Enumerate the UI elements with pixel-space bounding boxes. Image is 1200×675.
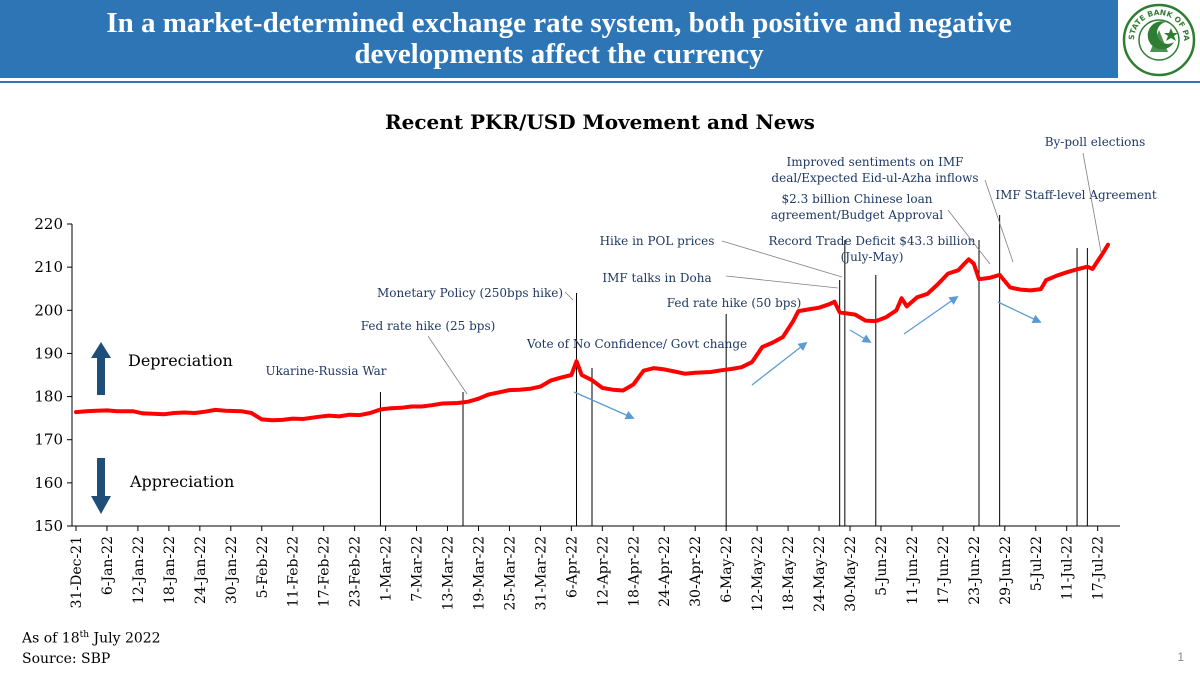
sbp-emblem-icon: STATE BANK OF PAKISTAN: [1115, 0, 1196, 77]
depreciation-label: Depreciation: [128, 351, 233, 370]
header-title-line2: developments affect the currency: [354, 38, 764, 70]
x-tick-label: 11-Jun-22: [905, 536, 921, 605]
annotation-label: Improved sentiments on IMF: [787, 155, 964, 169]
pkr-usd-series-line: [74, 242, 1110, 423]
x-tick-label: 12-Jan-22: [131, 536, 147, 604]
annotation-leader-line: [564, 291, 574, 301]
x-tick-label: 18-May-22: [781, 536, 797, 612]
as-of-prefix: As of 18: [22, 630, 80, 647]
annotation-label: Monetary Policy (250bps hike): [377, 286, 563, 300]
trend-arrow-icon: [903, 295, 959, 335]
y-tick-label: 160: [34, 474, 63, 492]
x-tick-label: 31-Mar-22: [533, 536, 549, 610]
y-tick-label: 180: [34, 388, 63, 406]
x-tick-label: 5-Feb-22: [255, 536, 271, 598]
trend-arrow-icon: [751, 341, 808, 386]
annotation-leader-line: [427, 335, 468, 395]
annotation-label: By-poll elections: [1045, 135, 1146, 149]
x-tick-label: 1-Mar-22: [379, 536, 395, 602]
header-title-line1: In a market-determined exchange rate sys…: [106, 7, 1012, 39]
y-tick-label: 220: [34, 215, 63, 233]
x-tick-label: 25-Mar-22: [502, 536, 518, 610]
annotation-label: IMF Staff-level Agreement: [995, 188, 1156, 202]
as-of-sup: th: [79, 630, 90, 640]
x-tick-label: 6-Apr-22: [564, 536, 580, 598]
x-tick-label: 17-Feb-22: [317, 536, 333, 607]
annotation-label: (July-May): [841, 250, 904, 264]
x-tick-label: 18-Apr-22: [626, 536, 642, 607]
annotation-label: IMF talks in Doha: [602, 271, 711, 285]
x-tick-label: 11-Feb-22: [286, 536, 302, 607]
x-tick-label: 30-May-22: [843, 536, 859, 612]
annotation-label: Record Trade Deficit $43.3 billion: [769, 234, 976, 248]
y-tick-label: 150: [34, 517, 63, 535]
x-tick-label: 24-Jan-22: [193, 536, 209, 604]
appreciation-label: Appreciation: [129, 472, 234, 491]
annotation-label: Vote of No Confidence/ Govt change: [526, 337, 747, 351]
x-tick-label: 24-Apr-22: [657, 536, 673, 607]
annotation-leader-line: [1082, 152, 1102, 253]
chart-title: Recent PKR/USD Movement and News: [385, 110, 815, 134]
as-of-suffix: July 2022: [89, 630, 161, 647]
as-of-note: As of 18th July 2022: [22, 630, 161, 647]
x-tick-label: 12-Apr-22: [595, 536, 611, 607]
x-tick-label: 30-Jan-22: [224, 536, 240, 604]
x-tick-label: 19-Mar-22: [471, 536, 487, 610]
depreciation-arrow-icon: [91, 342, 111, 395]
annotation-label: Fed rate hike (25 bps): [361, 319, 496, 333]
annotation-leader-line: [721, 240, 843, 278]
appreciation-arrow-icon: [91, 458, 111, 514]
y-tick-label: 190: [34, 344, 63, 362]
x-tick-label: 6-Jan-22: [100, 536, 116, 595]
x-tick-label: 30-Apr-22: [688, 536, 704, 607]
x-tick-label: 5-Jun-22: [874, 536, 890, 596]
y-tick-label: 200: [34, 301, 63, 319]
x-tick-label: 17-Jun-22: [936, 536, 952, 605]
sbp-logo: STATE BANK OF PAKISTAN: [1115, 0, 1200, 78]
annotation-label: Hike in POL prices: [600, 234, 715, 248]
annotation-leader-line: [947, 209, 991, 265]
x-tick-label: 17-Jul-22: [1091, 536, 1107, 600]
x-tick-label: 23-Jun-22: [967, 536, 983, 605]
y-tick-label: 210: [34, 258, 63, 276]
x-tick-label: 24-May-22: [812, 536, 828, 612]
page-number: 1: [1177, 650, 1184, 664]
x-tick-label: 6-May-22: [719, 536, 735, 603]
x-tick-label: 5-Jul-22: [1029, 536, 1045, 591]
header-divider: [0, 81, 1200, 83]
header-banner: In a market-determined exchange rate sys…: [0, 0, 1118, 78]
x-tick-label: 29-Jun-22: [998, 536, 1014, 605]
trend-arrow-icon: [573, 391, 635, 420]
annotation-label: Ukarine-Russia War: [265, 364, 386, 378]
annotation-leader-line: [984, 179, 1014, 263]
x-tick-label: 13-Mar-22: [441, 536, 457, 610]
x-tick-label: 31-Dec-21: [69, 536, 85, 608]
x-tick-label: 11-Jul-22: [1060, 536, 1076, 600]
trend-arrow-icon: [997, 301, 1042, 323]
trend-arrow-icon: [849, 329, 872, 343]
y-tick-label: 170: [34, 431, 63, 449]
x-tick-label: 7-Mar-22: [410, 536, 426, 602]
annotation-label: deal/Expected Eid-ul-Azha inflows: [771, 171, 978, 185]
annotation-leader-line: [725, 275, 839, 289]
annotation-label: agreement/Budget Approval: [771, 208, 943, 222]
source-note: Source: SBP: [22, 651, 111, 667]
x-tick-label: 12-May-22: [750, 536, 766, 612]
annotation-label: Fed rate hike (50 bps): [667, 296, 802, 310]
x-tick-label: 18-Jan-22: [162, 536, 178, 604]
x-tick-label: 23-Feb-22: [348, 536, 364, 607]
annotation-label: $2.3 billion Chinese loan: [782, 192, 933, 206]
